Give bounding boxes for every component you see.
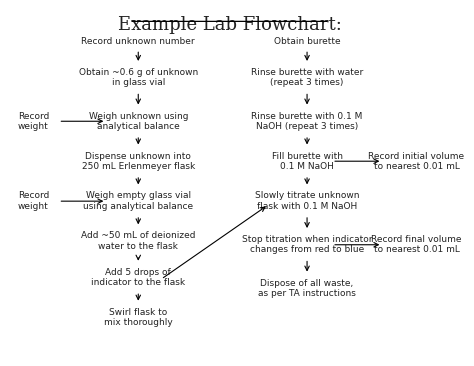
Text: Obtain ~0.6 g of unknown
in glass vial: Obtain ~0.6 g of unknown in glass vial — [79, 68, 198, 87]
Text: Add 5 drops of
indicator to the flask: Add 5 drops of indicator to the flask — [91, 268, 185, 287]
Text: Fill burette with
0.1 M NaOH: Fill burette with 0.1 M NaOH — [272, 152, 343, 171]
Text: Slowly titrate unknown
flask with 0.1 M NaOH: Slowly titrate unknown flask with 0.1 M … — [255, 191, 359, 211]
Text: Record final volume
to nearest 0.01 mL: Record final volume to nearest 0.01 mL — [371, 235, 462, 254]
Text: Record unknown number: Record unknown number — [82, 37, 195, 46]
Text: Record
weight: Record weight — [18, 112, 49, 131]
Text: Rinse burette with water
(repeat 3 times): Rinse burette with water (repeat 3 times… — [251, 68, 363, 87]
Text: Weigh empty glass vial
using analytical balance: Weigh empty glass vial using analytical … — [83, 191, 193, 211]
Text: Record initial volume
to nearest 0.01 mL: Record initial volume to nearest 0.01 mL — [368, 152, 465, 171]
Text: Obtain burette: Obtain burette — [274, 37, 340, 46]
Text: Dispense unknown into
250 mL Erlenmeyer flask: Dispense unknown into 250 mL Erlenmeyer … — [82, 152, 195, 171]
Text: Example Lab Flowchart:: Example Lab Flowchart: — [118, 16, 341, 34]
Text: Swirl flask to
mix thoroughly: Swirl flask to mix thoroughly — [104, 308, 173, 327]
Text: Dispose of all waste,
as per TA instructions: Dispose of all waste, as per TA instruct… — [258, 279, 356, 298]
Text: Record
weight: Record weight — [18, 191, 49, 211]
Text: Weigh unknown using
analytical balance: Weigh unknown using analytical balance — [89, 112, 188, 131]
Text: Rinse burette with 0.1 M
NaOH (repeat 3 times): Rinse burette with 0.1 M NaOH (repeat 3 … — [251, 112, 363, 131]
Text: Add ~50 mL of deionized
water to the flask: Add ~50 mL of deionized water to the fla… — [81, 231, 195, 251]
Text: Stop titration when indicator
changes from red to blue: Stop titration when indicator changes fr… — [242, 235, 372, 254]
